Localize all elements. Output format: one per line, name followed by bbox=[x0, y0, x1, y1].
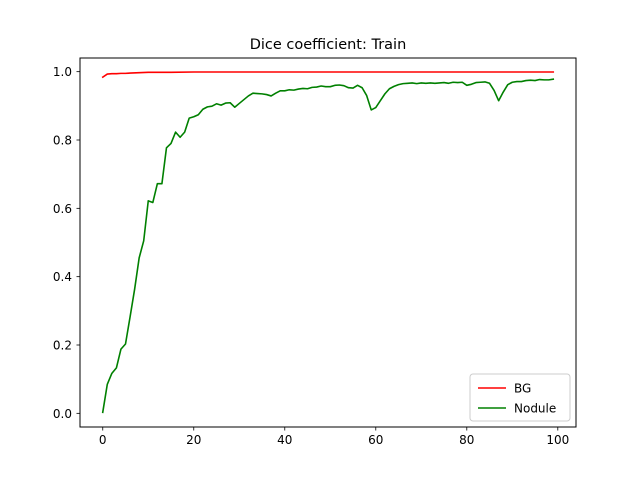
legend-label-nodule: Nodule bbox=[514, 402, 556, 416]
legend-label-bg: BG bbox=[514, 382, 531, 396]
x-axis: 0 20 40 60 80 100 bbox=[99, 427, 569, 447]
y-tick-label: 0.4 bbox=[53, 270, 72, 284]
x-tick-label: 0 bbox=[99, 433, 107, 447]
y-tick-label: 0.2 bbox=[53, 339, 72, 353]
y-tick-label: 0.6 bbox=[53, 202, 72, 216]
y-tick-label: 0.0 bbox=[53, 407, 72, 421]
legend-box bbox=[469, 373, 571, 422]
y-tick-label: 0.8 bbox=[53, 134, 72, 148]
series-line-nodule bbox=[101, 78, 555, 414]
y-axis: 0.0 0.2 0.4 0.6 0.8 1.0 bbox=[53, 65, 80, 421]
axes-frame bbox=[79, 57, 577, 428]
series-line-bg bbox=[101, 71, 555, 79]
x-tick-label: 80 bbox=[459, 433, 474, 447]
x-tick-label: 60 bbox=[368, 433, 383, 447]
legend: BG Nodule bbox=[469, 373, 571, 422]
chart-title: Dice coefficient: Train bbox=[250, 37, 407, 53]
x-tick-label: 40 bbox=[277, 433, 292, 447]
y-tick-label: 1.0 bbox=[53, 65, 72, 79]
x-tick-label: 20 bbox=[186, 433, 201, 447]
series-layer bbox=[101, 71, 555, 414]
x-tick-label: 100 bbox=[546, 433, 569, 447]
